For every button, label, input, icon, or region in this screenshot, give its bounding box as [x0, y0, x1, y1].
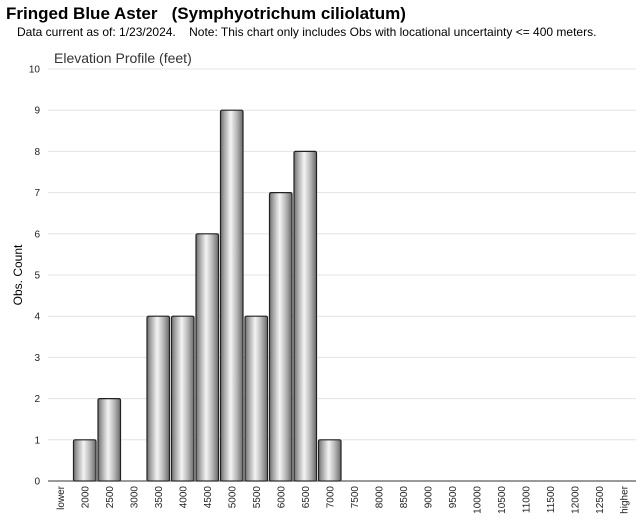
bar-4500 — [195, 233, 220, 482]
bar-7000 — [317, 439, 342, 482]
x-tick-label: 7000 — [325, 486, 336, 509]
x-tick-label: 4500 — [203, 486, 214, 509]
bar-4000 — [170, 315, 195, 482]
y-tick-label: 4 — [34, 312, 40, 323]
x-tick-label: 12000 — [570, 486, 581, 514]
y-tick-label: 6 — [34, 229, 40, 240]
y-tick-label: 10 — [29, 65, 41, 76]
page-subtitle: Data current as of: 1/23/2024. Note: Thi… — [17, 25, 597, 39]
y-tick-label: 8 — [34, 147, 40, 158]
bars — [72, 109, 342, 482]
bar-5000 — [219, 109, 244, 482]
y-tick-label: 3 — [34, 353, 40, 364]
x-tick-label: 5000 — [227, 486, 238, 509]
y-tick-label: 7 — [34, 188, 40, 199]
x-tick-label: 6000 — [276, 486, 287, 509]
x-tick-label: higher — [619, 485, 630, 513]
x-tick-label: 3000 — [129, 486, 140, 509]
bar-3500 — [146, 315, 171, 482]
elevation-chart: 0 1 2 3 4 5 6 7 8 9 10 lower 2000 2500 3000 3500 4000 450… — [11, 50, 636, 514]
x-tick-label: 9000 — [423, 486, 434, 509]
y-tick-label: 2 — [34, 394, 40, 405]
y-tick-label: 1 — [34, 435, 40, 446]
x-tick-label: 6500 — [301, 486, 312, 509]
x-tick-label: 12500 — [595, 486, 606, 514]
bar-2000 — [72, 439, 97, 482]
x-tick-label: 2500 — [105, 486, 116, 509]
x-tick-label: lower — [56, 485, 67, 510]
x-tick-label: 8000 — [374, 486, 385, 509]
chart-title: Elevation Profile (feet) — [54, 50, 192, 66]
bar-6500 — [293, 150, 318, 482]
y-tick-label: 5 — [34, 271, 40, 282]
y-tick-label: 0 — [34, 477, 40, 488]
y-axis-label: Obs. Count — [11, 244, 25, 305]
x-tick-label: 3500 — [154, 486, 165, 509]
x-tick-label: 11000 — [521, 486, 532, 514]
x-tick-label: 2000 — [80, 486, 91, 509]
x-tick-label: 10000 — [472, 486, 483, 514]
x-tick-label: 5500 — [252, 486, 263, 509]
bar-2500 — [97, 398, 122, 482]
axes: 0 1 2 3 4 5 6 7 8 9 10 lower 2000 2500 3000 3500 4000 450… — [29, 65, 636, 514]
x-tick-label: 10500 — [497, 486, 508, 514]
x-tick-label: 11500 — [546, 486, 557, 514]
grid-lines — [48, 68, 636, 441]
page-title: Fringed Blue Aster (Symphyotrichum cilio… — [6, 4, 406, 23]
x-tick-label: 7500 — [350, 486, 361, 509]
bar-6000 — [268, 192, 293, 482]
y-tick-label: 9 — [34, 106, 40, 117]
x-tick-label: 8500 — [399, 486, 410, 509]
x-tick-label: 9500 — [448, 486, 459, 509]
bar-5500 — [244, 315, 269, 482]
x-tick-label: 4000 — [178, 486, 189, 509]
